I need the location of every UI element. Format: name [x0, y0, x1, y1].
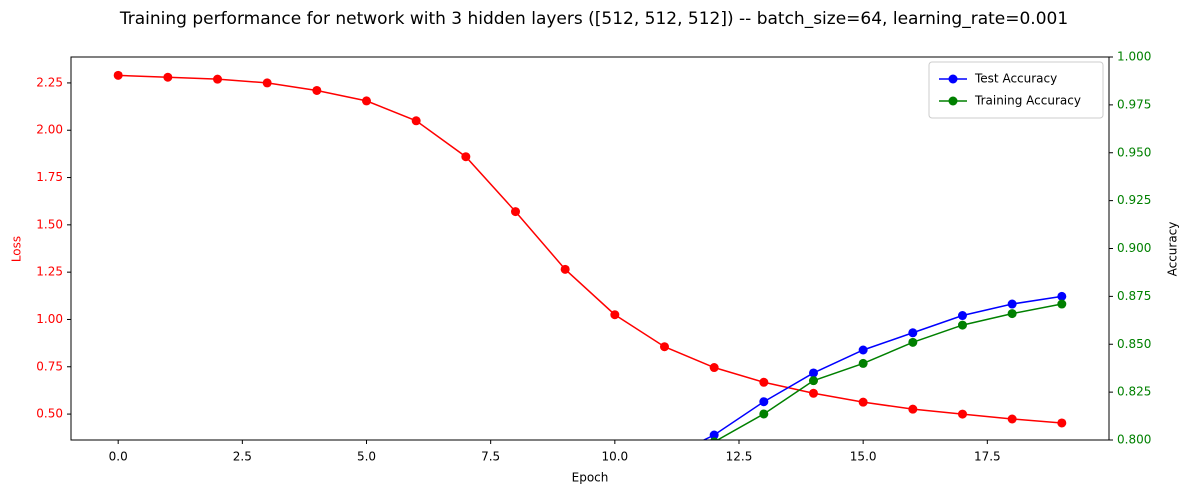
point	[312, 85, 322, 95]
point	[709, 363, 719, 373]
legend-box	[928, 61, 1104, 119]
chart-title: Training performance for network with 3 …	[119, 9, 1068, 29]
point	[163, 72, 173, 82]
point	[759, 409, 769, 419]
y2-tick-label: 0.975	[1117, 97, 1151, 111]
y-tick-label: 2.25	[36, 75, 63, 89]
y-tick-label: 1.25	[36, 265, 63, 279]
point	[808, 388, 818, 398]
x-tick-label: 5.0	[357, 450, 376, 464]
point	[908, 328, 918, 338]
point	[113, 70, 123, 80]
x-tick-label: 7.5	[481, 450, 500, 464]
legend-marker	[948, 96, 958, 106]
x-tick-label: 12.5	[726, 450, 753, 464]
point	[610, 310, 620, 320]
x-tick-label: 2.5	[233, 450, 252, 464]
point	[759, 397, 769, 407]
point	[908, 404, 918, 414]
y2-tick-label: 0.850	[1117, 337, 1151, 351]
plot-area	[113, 70, 1067, 464]
y-tick-label: 1.00	[36, 312, 63, 326]
point	[362, 96, 372, 106]
y2-axis-label: Accuracy	[1166, 222, 1180, 277]
y-tick-label: 2.00	[36, 123, 63, 137]
series-line	[716, 303, 1062, 440]
point	[1007, 414, 1017, 424]
point	[1057, 418, 1067, 428]
y2-tick-label: 0.950	[1117, 145, 1151, 159]
y-axis-label: Loss	[10, 236, 24, 262]
point	[710, 437, 719, 440]
point	[560, 264, 570, 274]
point	[908, 337, 918, 347]
point	[660, 455, 669, 464]
legend-label: Training Accuracy	[974, 94, 1081, 108]
point	[411, 116, 421, 126]
y2-tick-label: 0.800	[1117, 433, 1151, 447]
y2-tick-label: 0.825	[1117, 385, 1151, 399]
x-tick-label: 0.0	[109, 450, 128, 464]
legend-label: Test Accuracy	[974, 72, 1057, 86]
y-tick-label: 1.50	[36, 217, 63, 231]
y-tick-label: 0.75	[36, 359, 63, 373]
point	[659, 342, 669, 352]
legend-marker	[948, 74, 958, 84]
point	[957, 320, 967, 330]
point	[808, 376, 818, 386]
series-line	[702, 295, 1062, 440]
point	[709, 430, 719, 440]
x-tick-label: 15.0	[850, 450, 877, 464]
y-tick-label: 0.50	[36, 407, 63, 421]
point	[858, 345, 868, 355]
point	[957, 409, 967, 419]
y2-tick-label: 1.000	[1117, 50, 1151, 64]
point	[858, 397, 868, 407]
y2-tick-label: 0.900	[1117, 241, 1151, 255]
point	[759, 377, 769, 387]
point	[461, 152, 471, 162]
point	[858, 358, 868, 368]
point	[1007, 299, 1017, 309]
point	[1057, 299, 1067, 309]
point	[1007, 309, 1017, 319]
series-line	[118, 74, 1062, 424]
point	[213, 74, 223, 84]
x-tick-label: 17.5	[974, 450, 1001, 464]
x-tick-label: 10.0	[601, 450, 628, 464]
x-axis-label: Epoch	[572, 471, 609, 485]
y2-tick-label: 0.875	[1117, 289, 1151, 303]
point	[262, 78, 272, 88]
y-tick-label: 1.75	[36, 170, 63, 184]
y2-tick-label: 0.925	[1117, 193, 1151, 207]
point	[957, 311, 967, 321]
point	[1057, 291, 1067, 301]
point	[808, 368, 818, 378]
point	[511, 207, 521, 217]
